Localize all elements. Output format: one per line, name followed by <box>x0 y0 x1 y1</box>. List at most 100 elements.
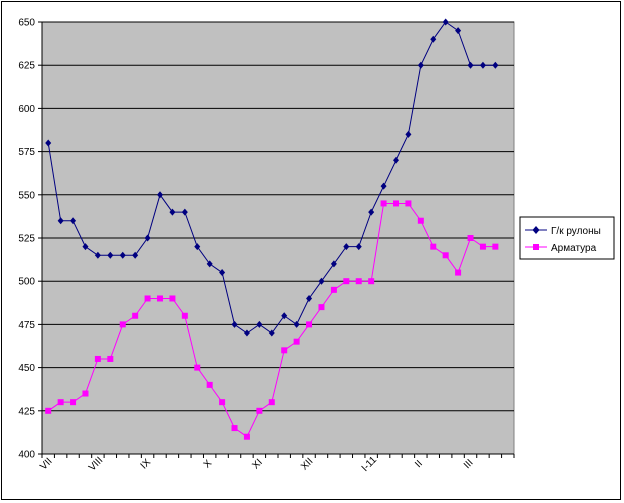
y-tick-label: 650 <box>18 18 35 29</box>
y-tick-label: 600 <box>18 104 35 115</box>
data-point-series-1 <box>82 243 89 251</box>
data-point-series-2 <box>455 269 462 276</box>
data-point-series-1 <box>306 294 313 302</box>
x-tick-label: X <box>202 458 215 471</box>
legend-marker-series-2 <box>533 244 539 250</box>
data-point-series-2 <box>306 321 313 328</box>
y-tick-label: 625 <box>18 61 35 72</box>
data-point-series-1 <box>455 27 462 35</box>
data-point-series-1 <box>268 329 275 337</box>
data-point-series-1 <box>343 243 350 251</box>
data-point-series-1 <box>330 260 337 268</box>
x-tick-label: IX <box>139 457 154 472</box>
data-point-series-1 <box>380 182 387 190</box>
data-point-series-2 <box>107 355 114 362</box>
data-point-series-2 <box>268 399 275 406</box>
x-tick-label: VIII <box>87 455 105 473</box>
data-point-series-2 <box>45 407 52 414</box>
data-point-series-1 <box>119 251 126 259</box>
data-point-series-2 <box>355 278 362 285</box>
data-point-series-2 <box>368 278 375 285</box>
data-point-series-1 <box>355 243 362 251</box>
legend-marker-series-1 <box>532 226 540 234</box>
y-tick-label: 450 <box>18 363 35 374</box>
data-point-series-1 <box>368 208 375 216</box>
legend-label-series-1: Г/к рулоны <box>551 226 601 237</box>
data-point-series-1 <box>57 217 64 225</box>
y-tick-label: 500 <box>18 277 35 288</box>
data-point-series-2 <box>467 235 474 241</box>
x-tick-label: I-11 <box>360 454 380 474</box>
data-point-series-2 <box>94 355 101 362</box>
data-point-series-2 <box>380 200 387 207</box>
data-point-series-1 <box>181 208 188 216</box>
data-point-series-1 <box>442 18 449 26</box>
data-point-series-1 <box>479 61 486 69</box>
data-point-series-2 <box>343 278 350 285</box>
data-point-series-2 <box>405 200 412 207</box>
data-point-series-2 <box>430 243 437 250</box>
data-point-series-1 <box>293 320 300 328</box>
data-point-series-1 <box>45 139 52 147</box>
legend-label-series-2: Арматура <box>551 243 597 254</box>
data-point-series-1 <box>393 156 399 164</box>
data-point-series-1 <box>405 130 412 138</box>
data-point-series-2 <box>243 433 250 440</box>
y-tick-label: 400 <box>18 450 35 461</box>
data-point-series-1 <box>144 234 151 242</box>
data-point-series-2 <box>70 399 77 406</box>
data-point-series-2 <box>57 399 64 406</box>
data-point-series-1 <box>219 269 226 277</box>
y-tick-label: 550 <box>18 190 35 201</box>
data-point-series-1 <box>132 251 139 259</box>
x-tick-label: XI <box>250 457 264 471</box>
data-point-series-1 <box>157 191 163 199</box>
y-tick-label: 525 <box>18 234 35 245</box>
data-point-series-1 <box>94 251 101 259</box>
data-point-series-1 <box>492 61 499 69</box>
x-tick-label: XII <box>299 456 315 472</box>
data-point-series-1 <box>256 320 263 328</box>
data-point-series-2 <box>479 243 486 250</box>
data-point-series-1 <box>206 260 213 268</box>
data-point-series-2 <box>219 399 226 406</box>
data-point-series-2 <box>144 295 151 302</box>
data-point-series-2 <box>181 312 188 319</box>
y-axis: 400 425 450 475 500 525 550 575 600 625 650 <box>18 18 43 461</box>
data-point-series-2 <box>231 425 238 432</box>
data-point-series-1 <box>281 312 288 320</box>
data-point-series-2 <box>330 286 337 293</box>
legend-box <box>519 216 615 260</box>
data-point-series-1 <box>417 61 424 69</box>
data-point-series-2 <box>206 381 213 388</box>
data-point-series-2 <box>194 364 201 371</box>
y-tick-label: 425 <box>18 406 35 417</box>
data-point-series-2 <box>393 200 399 207</box>
data-point-series-2 <box>256 407 263 414</box>
data-point-series-1 <box>169 208 176 216</box>
data-point-series-1 <box>231 320 238 328</box>
data-point-series-1 <box>430 35 437 43</box>
data-point-series-2 <box>157 295 163 302</box>
data-point-series-1 <box>318 277 325 285</box>
data-point-series-2 <box>169 295 176 302</box>
x-tick-label: III <box>462 457 476 471</box>
x-axis: VII VIII IX X XI XII I-11 II III <box>38 453 515 474</box>
legend: Г/к рулоны Арматура <box>519 216 615 260</box>
data-point-series-2 <box>82 390 89 397</box>
y-tick-label: 575 <box>18 147 35 158</box>
data-point-series-2 <box>318 304 325 311</box>
data-point-series-1 <box>243 329 250 337</box>
data-point-series-2 <box>132 312 139 319</box>
data-point-series-1 <box>194 243 201 251</box>
series-markers <box>45 18 499 440</box>
y-tick-label: 475 <box>18 320 35 331</box>
x-tick-label: II <box>413 458 425 470</box>
data-point-series-2 <box>281 347 288 354</box>
data-point-series-1 <box>70 217 77 225</box>
data-point-series-2 <box>417 217 424 224</box>
data-point-series-1 <box>467 61 474 69</box>
data-point-series-2 <box>293 338 300 345</box>
data-point-series-1 <box>107 251 114 259</box>
